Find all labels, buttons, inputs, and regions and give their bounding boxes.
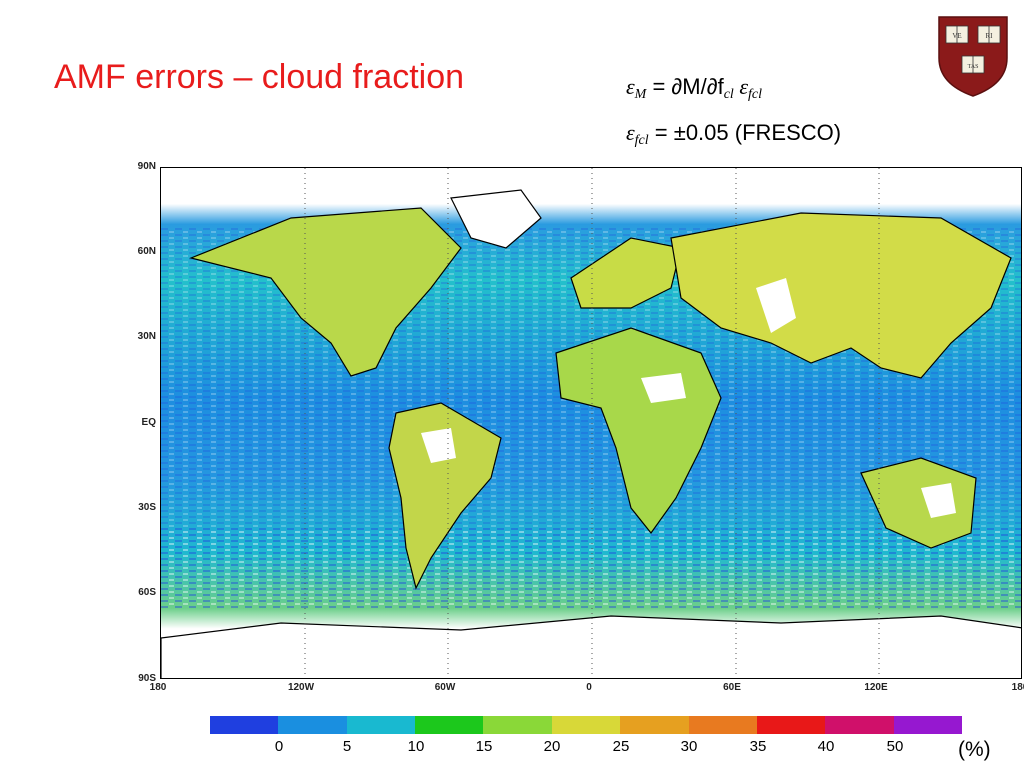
lon-label: 60W [434, 682, 456, 693]
lat-label: 60N [137, 246, 156, 257]
colorbar-unit: (%) [958, 738, 991, 761]
colorbar-tick: 15 [475, 738, 493, 755]
equation-amf-error: εM = ∂M/∂fcl εfcl [626, 74, 762, 103]
lat-label: 60S [138, 587, 156, 598]
colorbar-swatch [825, 716, 894, 734]
colorbar-swatch [893, 716, 962, 734]
equation-body: = ∂M/∂f [646, 74, 724, 99]
colorbar-tick: 10 [407, 738, 425, 755]
lat-label: 30N [137, 331, 156, 342]
colorbar-swatch [688, 716, 757, 734]
lon-label: 120W [287, 682, 315, 693]
epsilon-symbol: ε [733, 74, 748, 99]
colorbar-swatch [483, 716, 552, 734]
lon-label: 0 [586, 682, 592, 693]
australia [860, 457, 977, 549]
crest-text: TAS [968, 64, 979, 70]
north-america [189, 207, 462, 377]
subscript: fcl [748, 87, 762, 102]
colorbar-swatch [346, 716, 416, 734]
subscript: fcl [634, 133, 649, 148]
map-frame [160, 167, 1022, 679]
lat-label: 90S [138, 673, 156, 684]
lat-label: 30S [138, 502, 156, 513]
lon-label: 180 [1011, 682, 1024, 693]
epsilon-symbol: ε [626, 120, 635, 145]
asia [670, 212, 1012, 379]
cloud-fraction-error-map: 90N 60N 30N EQ 30S 60S 90S 180 120W 60W … [118, 155, 1024, 695]
colorbar-swatch [756, 716, 826, 734]
shield-crest-icon: VE RI TAS [938, 16, 1008, 97]
colorbar-tick: 5 [342, 738, 352, 755]
lat-label: EQ [141, 417, 156, 428]
colorbar [210, 716, 962, 734]
epsilon-symbol: ε [626, 74, 635, 99]
lon-label: 120E [864, 682, 888, 693]
colorbar-swatch [210, 716, 279, 734]
equation-fcl-error: εfcl = ±0.05 (FRESCO) [626, 120, 841, 149]
antarctica [161, 615, 1021, 678]
colorbar-tick: 0 [274, 738, 284, 755]
colorbar-swatch [415, 716, 484, 734]
equation-body: = ±0.05 (FRESCO) [648, 120, 842, 145]
lon-label: 60E [723, 682, 741, 693]
crest-text: VE [952, 32, 961, 40]
lon-label: 180 [149, 682, 167, 693]
subscript: cl [723, 87, 734, 102]
colorbar-swatch [620, 716, 689, 734]
colorbar-tick: 30 [680, 738, 698, 755]
colorbar-tick: 50 [886, 738, 904, 755]
colorbar-tick: 40 [817, 738, 835, 755]
greenland [450, 189, 542, 249]
colorbar-tick: 35 [749, 738, 767, 755]
crest-text: RI [986, 32, 994, 40]
south-america [388, 402, 502, 590]
map-canvas [161, 168, 1021, 678]
subscript: M [634, 87, 647, 102]
colorbar-tick: 25 [612, 738, 630, 755]
colorbar-tick: 20 [543, 738, 561, 755]
slide-title: AMF errors – cloud fraction [54, 58, 465, 96]
lat-label: 90N [137, 161, 156, 172]
colorbar-swatch [551, 716, 621, 734]
colorbar-swatch [278, 716, 347, 734]
europe [570, 237, 682, 309]
